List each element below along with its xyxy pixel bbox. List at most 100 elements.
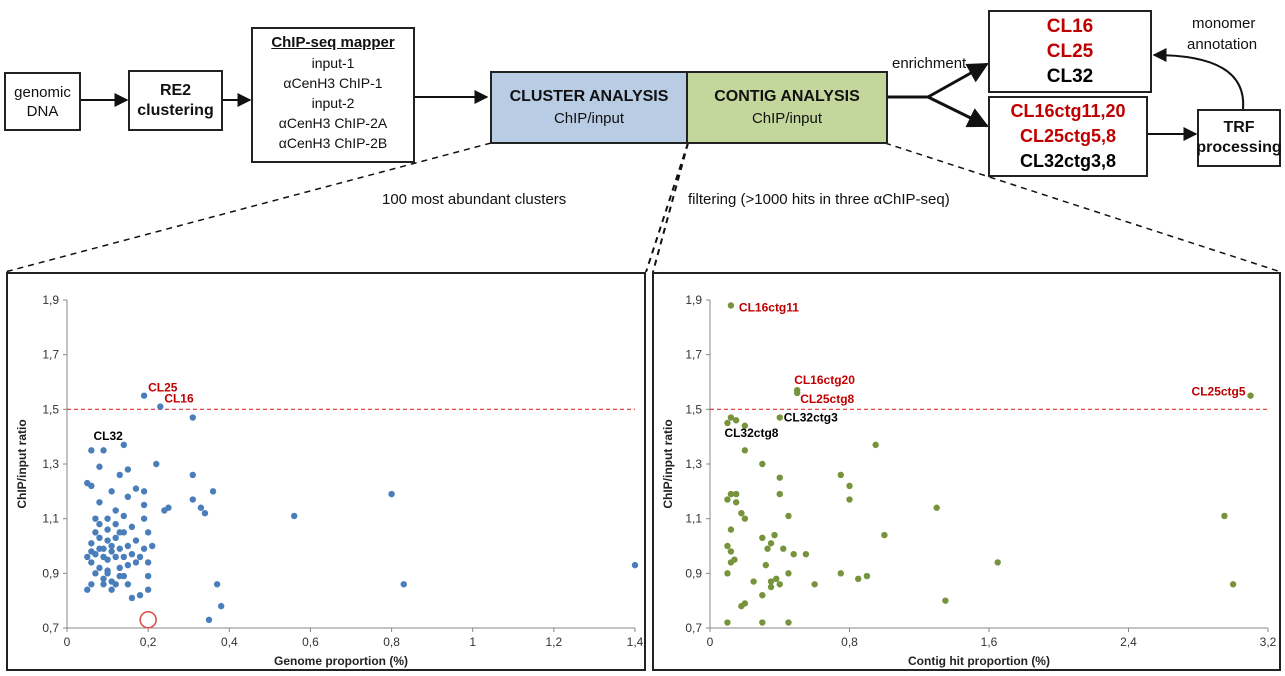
right-data-point <box>994 559 1001 566</box>
right-data-point <box>881 531 888 539</box>
right-y-tick-label: 0,9 <box>685 566 702 580</box>
mapper-line-1: input-1 <box>311 55 355 71</box>
left-data-point <box>92 515 99 522</box>
left-data-point <box>189 414 196 421</box>
right-data-point <box>750 578 757 585</box>
left-data-point <box>112 520 119 528</box>
right-data-point <box>846 496 853 503</box>
right-y-axis-label: ChIP/input ratio <box>661 419 675 508</box>
right-data-point <box>773 575 780 582</box>
left-data-point <box>144 529 152 536</box>
left-x-tick-label: 1,4 <box>627 635 644 649</box>
left-data-point <box>96 534 103 541</box>
left-data-point <box>96 520 103 528</box>
zoom-line-left-1 <box>4 142 492 273</box>
right-y-tick-label: 1,7 <box>685 348 702 362</box>
left-y-tick-label: 1,5 <box>42 402 59 416</box>
right-point-annotation: CL25ctg5 <box>1192 385 1246 399</box>
right-data-point <box>767 578 775 585</box>
left-data-point <box>132 559 140 566</box>
left-data-point <box>136 592 144 599</box>
left-data-point <box>112 553 119 561</box>
left-data-point <box>116 471 123 479</box>
right-x-tick-label: 0,8 <box>841 635 858 649</box>
left-data-point <box>104 556 111 563</box>
right-data-point <box>732 499 740 506</box>
monomer-label-1: monomer <box>1192 15 1256 32</box>
contig-analysis-sub: ChIP/input <box>751 109 823 127</box>
right-data-point <box>771 531 778 539</box>
left-data-point <box>140 515 148 522</box>
left-y-tick-label: 0,7 <box>42 621 59 635</box>
trf-processing-box: TRF processing <box>1196 109 1282 167</box>
left-data-point <box>124 466 132 473</box>
arrow-trf-to-clusters <box>1152 48 1245 110</box>
left-data-point <box>124 493 132 500</box>
left-data-point <box>153 460 160 468</box>
left-data-point <box>104 537 111 544</box>
right-data-point <box>764 545 771 552</box>
left-data-point <box>132 537 140 544</box>
left-data-point <box>144 572 152 580</box>
right-data-point <box>724 496 731 503</box>
right-data-point <box>732 490 740 498</box>
left-y-tick-label: 1,1 <box>42 512 59 526</box>
right-data-point <box>727 490 735 498</box>
enriched-contig-3: CL32ctg3,8 <box>1019 151 1117 171</box>
left-x-tick-label: 0,8 <box>383 635 400 649</box>
left-data-point <box>209 488 217 495</box>
left-scatter-chart: 0,7 0,9 1,1 1,3 1,5 1,7 1,9 0 0,2 0,4 0,6 0,8 1 1,2 1,… <box>15 293 644 668</box>
right-scatter-chart: 0,7 0,9 1,1 1,3 1,5 1,7 1,9 0 0,8 1,6 2,4 3,2 Contig… <box>661 293 1277 668</box>
left-data-point <box>112 534 119 541</box>
contig-analysis-box: CONTIG ANALYSIS ChIP/input <box>686 71 888 144</box>
left-data-point <box>84 553 91 561</box>
left-data-point <box>400 581 407 588</box>
left-data-point <box>124 581 132 588</box>
left-y-tick-label: 0,9 <box>42 566 59 580</box>
left-data-point <box>112 507 119 514</box>
left-data-point <box>88 581 95 588</box>
right-data-point <box>741 447 749 454</box>
right-data-point <box>727 302 735 309</box>
left-data-point <box>84 586 91 593</box>
left-x-tick-label: 1,2 <box>546 635 563 649</box>
right-data-point <box>837 570 844 577</box>
left-data-point <box>116 564 123 572</box>
left-data-point <box>100 581 107 588</box>
zoom-line-right-1 <box>652 142 689 273</box>
left-data-point <box>217 602 225 610</box>
left-point-annotation: CL16 <box>164 392 194 406</box>
right-y-tick-label: 1,9 <box>685 293 702 307</box>
right-point-annotation: CL25ctg8 <box>800 392 854 406</box>
left-data-point <box>291 512 298 520</box>
left-data-point <box>92 529 99 536</box>
left-data-point <box>120 572 128 580</box>
right-data-point <box>762 561 769 569</box>
left-scatter-panel: 0,7 0,9 1,1 1,3 1,5 1,7 1,9 0 0,2 0,4 0,6 0,8 1 1,2 1,… <box>6 272 646 671</box>
left-data-point <box>128 594 136 602</box>
right-data-point <box>855 575 862 582</box>
left-data-point <box>120 553 128 561</box>
mapper-line-2: αCenH3 ChIP-1 <box>283 75 383 91</box>
right-data-point <box>759 534 766 541</box>
zoom-line-right-2 <box>884 142 1282 273</box>
right-data-point <box>738 510 745 517</box>
left-x-tick-label: 1 <box>469 635 476 649</box>
right-data-point <box>727 548 735 555</box>
re2-line-2: clustering <box>137 101 214 119</box>
left-data-point <box>140 501 148 509</box>
left-data-point <box>140 488 148 495</box>
left-data-point <box>197 504 205 511</box>
left-y-tick-label: 1,3 <box>42 457 59 471</box>
right-data-point <box>724 419 731 427</box>
left-y-tick-label: 1,7 <box>42 348 59 362</box>
right-data-point <box>741 422 749 429</box>
left-data-point <box>157 403 164 410</box>
right-data-point <box>741 515 749 522</box>
arrow-to-clusters <box>927 62 989 99</box>
left-y-axis-label: ChIP/input ratio <box>15 419 29 508</box>
right-x-axis-label: Contig hit proportion (%) <box>908 654 1050 668</box>
enriched-cluster-3: CL32 <box>1046 66 1094 87</box>
left-data-point <box>140 392 148 399</box>
left-point-annotation: CL25 <box>148 381 178 395</box>
